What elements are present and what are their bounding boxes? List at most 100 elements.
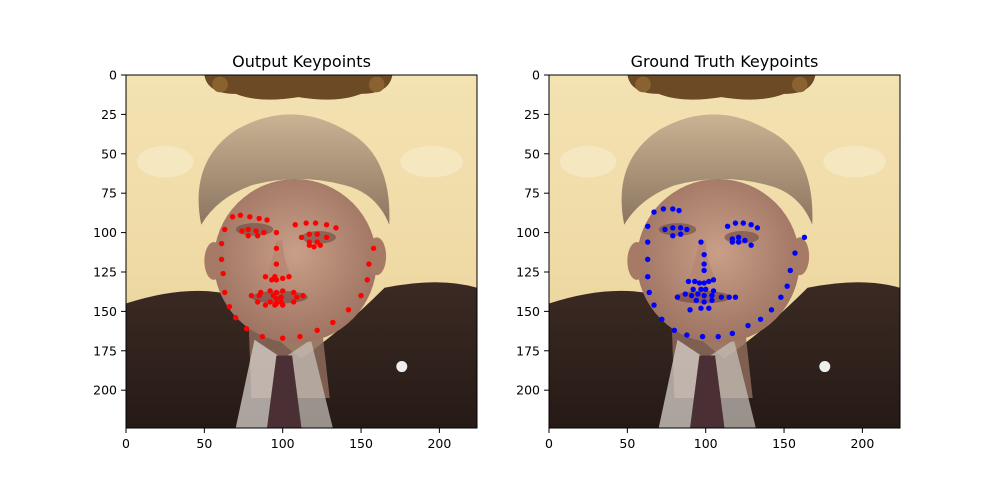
keypoint [726, 294, 732, 300]
keypoint [358, 292, 364, 299]
keypoint [262, 274, 269, 280]
keypoint [677, 225, 684, 231]
axes-frame [125, 74, 478, 429]
keypoint [706, 278, 712, 285]
keypoint [732, 220, 739, 226]
keypoint [264, 217, 270, 223]
keypoint [801, 234, 808, 241]
keypoint [748, 222, 754, 228]
face-image [126, 75, 477, 428]
subplot-2: Ground Truth Keypoints 0 50 100 150 200 0 25 50 7… [516, 52, 901, 451]
keypoint [314, 231, 320, 237]
keypoint [290, 299, 297, 305]
keypoint [701, 261, 707, 267]
keypoint [273, 261, 280, 267]
y-tick-label: 100 [516, 225, 540, 240]
keypoint [366, 261, 372, 267]
x-tick-label: 100 [694, 436, 718, 451]
keypoint [735, 234, 742, 241]
keypoint [701, 292, 707, 299]
x-tick-label: 200 [850, 436, 874, 451]
keypoint [247, 214, 253, 220]
keypoint [792, 250, 798, 256]
keypoint [645, 274, 651, 280]
x-tick-label: 100 [271, 436, 295, 451]
keypoint [692, 278, 698, 285]
keypoint [676, 207, 682, 214]
keypoint [245, 226, 251, 233]
chart-title: Ground Truth Keypoints [631, 52, 819, 71]
keypoint [724, 223, 731, 229]
keypoint [220, 270, 226, 277]
keypoint [218, 256, 225, 263]
keypoint [370, 245, 377, 252]
keypoint [294, 294, 300, 300]
keypoint [333, 225, 339, 231]
keypoint [237, 212, 244, 218]
y-tick-label: 200 [516, 383, 540, 398]
keypoint [748, 242, 754, 248]
y-tick-label: 50 [524, 146, 540, 161]
keypoint [226, 303, 233, 310]
y-tick-label: 200 [93, 383, 117, 398]
keypoint [273, 245, 280, 252]
keypoint [659, 316, 665, 322]
keypoint [364, 277, 371, 283]
keypoint [740, 220, 747, 226]
keypoint [229, 214, 236, 220]
y-tick-label: 150 [516, 304, 540, 319]
x-tick-label: 200 [427, 436, 451, 451]
keypoint [701, 267, 707, 274]
keypoint [729, 239, 736, 245]
keypoint [300, 292, 306, 299]
keypoint [254, 299, 261, 305]
keypoint [645, 256, 651, 263]
y-tick-label: 175 [93, 343, 117, 358]
keypoint [745, 322, 751, 329]
keypoint [311, 244, 317, 250]
keypoint [684, 226, 690, 233]
keypoint [267, 288, 273, 294]
keypoint [222, 226, 228, 233]
keypoint [710, 277, 717, 283]
keypoint [269, 277, 275, 283]
keypoint [718, 294, 725, 300]
keypoint [254, 233, 261, 239]
keypoint [670, 225, 676, 231]
x-tick-label: 150 [349, 436, 373, 451]
keypoint [688, 292, 695, 299]
keypoint [660, 206, 667, 212]
keypoint [261, 229, 267, 236]
x-tick-label: 150 [772, 436, 796, 451]
y-tick-label: 125 [516, 264, 540, 279]
face-image [549, 75, 900, 428]
keypoint [232, 314, 239, 321]
keypoint [778, 294, 784, 300]
y-tick-label: 75 [101, 186, 117, 201]
keypoint [709, 292, 715, 299]
keypoint [323, 222, 330, 228]
x-tick-label: 50 [196, 436, 212, 451]
keypoint [701, 280, 707, 286]
y-tick-label: 175 [516, 343, 540, 358]
keypoint [286, 274, 292, 280]
keypoint [709, 297, 715, 304]
keypoint [306, 231, 313, 237]
keypoint [695, 291, 701, 297]
keypoint [698, 239, 704, 245]
keypoint [256, 292, 262, 299]
keypoint-series [218, 212, 377, 341]
keypoint [646, 289, 652, 296]
keypoint [298, 234, 305, 241]
y-tick-label: 125 [93, 264, 117, 279]
keypoint [670, 206, 676, 212]
subplots: Output Keypoints 0 50 100 150 200 0 25 50 75 100 12… [93, 52, 901, 451]
keypoint [279, 288, 286, 294]
keypoint [693, 297, 699, 304]
x-tick-label: 50 [619, 436, 635, 451]
keypoint [754, 225, 761, 231]
keypoint [306, 242, 313, 248]
keypoint [222, 289, 228, 296]
keypoint [317, 242, 324, 248]
